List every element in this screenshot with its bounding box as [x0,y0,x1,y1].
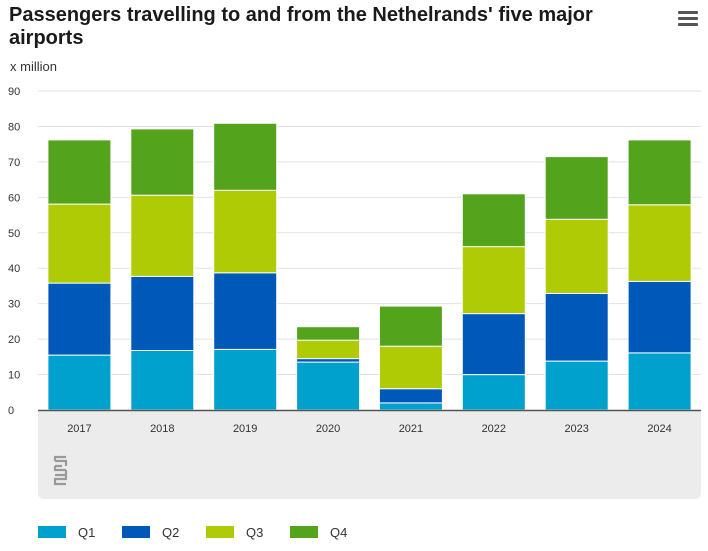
bar-2024-q4[interactable] [627,139,692,206]
bar-2023-q1[interactable] [544,360,609,411]
y-tick-label: 10 [8,370,20,382]
bar-2020-q4[interactable] [296,326,361,341]
bar-2023-q2[interactable] [544,292,609,362]
y-tick-label: 20 [8,334,20,346]
x-tick-label: 2024 [647,423,671,435]
bar-2019-q3[interactable] [213,189,278,274]
legend-label: Q3 [246,524,264,540]
legend-item-q4[interactable]: Q4 [290,522,347,542]
bar-2017-q3[interactable] [47,203,112,284]
bar-2024-q2[interactable] [627,280,692,354]
bar-2020-q2[interactable] [296,358,361,363]
bar-2021-q1[interactable] [378,402,443,411]
bar-2020-q1[interactable] [296,361,361,411]
bar-2022-q3[interactable] [461,246,526,315]
x-tick-label: 2020 [316,423,340,435]
bar-2021-q2[interactable] [378,388,443,404]
bar-2017-q2[interactable] [47,282,112,356]
bar-2019-q1[interactable] [213,348,278,411]
bar-2018-q1[interactable] [130,350,195,411]
hamburger-menu-button[interactable] [676,8,700,32]
bar-2021-q3[interactable] [378,345,443,390]
y-tick-label: 30 [8,299,20,311]
legend-swatch [206,526,234,538]
x-tick-label: 2019 [233,423,257,435]
bar-2017-q4[interactable] [47,139,112,205]
bar-2017-q1[interactable] [47,354,112,411]
bar-2019-q4[interactable] [213,122,278,191]
bar-2018-q2[interactable] [130,275,195,351]
stacked-bar-chart: 0 10 20 30 40 50 60 70 80 90 2017 2018 2019 2020 2021 2… [8,86,701,435]
x-tick-label: 2023 [564,423,588,435]
x-axis-band [38,411,701,499]
bar-2023-q4[interactable] [544,156,609,220]
legend-item-q3[interactable]: Q3 [206,522,263,542]
legend-item-q1[interactable]: Q1 [38,522,95,542]
bar-2023-q3[interactable] [544,218,609,294]
x-tick-label: 2021 [399,423,423,435]
bar-2024-q3[interactable] [627,204,692,282]
x-tick-label: 2017 [67,423,91,435]
y-tick-label: 70 [8,157,20,169]
bar-2022-q1[interactable] [461,374,526,411]
legend-swatch [38,526,66,538]
y-tick-label: 60 [8,192,20,204]
bar-2021-q4[interactable] [378,305,443,347]
bar-2022-q4[interactable] [461,193,526,248]
bar-2018-q3[interactable] [130,194,195,277]
bar-2020-q3[interactable] [296,339,361,360]
legend-swatch [122,526,150,538]
y-axis-unit-label: x million [10,59,57,74]
bar-2019-q2[interactable] [213,272,278,350]
hamburger-menu-icon [676,11,700,26]
legend-label: Q2 [162,524,180,540]
y-tick-label: 40 [8,263,20,275]
y-tick-label: 90 [8,86,20,98]
y-tick-label: 0 [8,405,14,417]
legend-label: Q1 [78,524,96,540]
x-tick-label: 2022 [482,423,506,435]
chart-title: Passengers travelling to and from the Ne… [9,4,593,49]
cbs-logo-icon [53,455,68,486]
y-tick-label: 80 [8,121,20,133]
bar-2022-q2[interactable] [461,313,526,376]
legend-swatch [290,526,318,538]
bar-2018-q4[interactable] [130,128,195,196]
legend-item-q2[interactable]: Q2 [122,522,179,542]
y-tick-label: 50 [8,228,20,240]
x-tick-label: 2018 [150,423,174,435]
bar-2024-q1[interactable] [627,352,692,411]
legend-label: Q4 [330,524,348,540]
